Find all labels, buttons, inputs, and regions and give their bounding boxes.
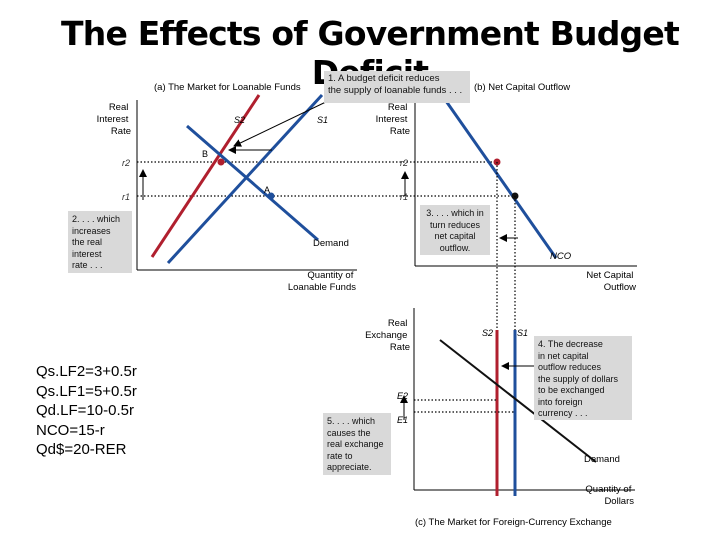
equilibrium-point-a	[267, 192, 275, 200]
panel-c-heading: (c) The Market for Foreign-Currency Exch…	[415, 517, 612, 528]
currency-demand-label: Demand	[584, 454, 620, 465]
currency-supply-label-s1: S1	[517, 328, 528, 338]
nco-curve	[444, 100, 558, 259]
equation-item: Qs.LF1=5+0.5r	[36, 382, 137, 400]
annotation-exchange-rate-appreciation: 5. . . . which causes the real exchange …	[323, 413, 391, 475]
annotation-budget-deficit: 1. A budget deficit reduces the supply o…	[324, 71, 470, 103]
supply-curve-s2	[150, 94, 261, 258]
nco-label: NCO	[550, 251, 572, 262]
tick-label-e1: E1	[397, 415, 408, 425]
annotation-dollar-supply-decrease: 4. The decrease in net capital outflow r…	[534, 336, 632, 420]
currency-demand-curve	[439, 339, 597, 463]
tick-label-r2-a: r2	[122, 158, 130, 168]
supply-label-s1: S1	[317, 115, 328, 125]
tick-label-r1-b: r1	[400, 192, 408, 202]
panel-c-x-label: Quantity of Dollars	[585, 484, 634, 507]
equilibrium-point-b	[217, 158, 225, 166]
arrow-supply-shift	[233, 99, 331, 147]
panel-a-x-label: Quantity of Loanable Funds	[288, 270, 356, 293]
point-label-a: A	[264, 185, 270, 195]
equations-list: Qs.LF2=3+0.5r Qs.LF1=5+0.5r Qd.LF=10-0.5…	[36, 362, 137, 460]
equation-item: Qd.LF=10-0.5r	[36, 402, 134, 419]
point-label-b: B	[202, 149, 208, 159]
panel-b-y-label: Real Interest Rate	[376, 102, 410, 137]
supply-curve-s1	[166, 93, 324, 265]
equation-item: Qd$=20-RER	[36, 441, 127, 458]
annotation-interest-rate-increase: 2. . . . which increases the real intere…	[68, 211, 132, 273]
panel-b-x-label: Net Capital Outflow	[586, 270, 636, 293]
demand-curve	[186, 124, 319, 242]
equation-item: Qs.LF2=3+0.5r	[36, 363, 137, 380]
equation-item: NCO=15-r	[36, 421, 105, 439]
demand-label: Demand	[313, 238, 349, 249]
tick-label-e2: E2	[397, 391, 408, 401]
currency-supply-label-s2: S2	[482, 328, 493, 338]
supply-label-s2: S2	[234, 115, 245, 125]
panel-a-y-label: Real Interest Rate	[97, 102, 131, 137]
panel-a-heading: (a) The Market for Loanable Funds	[154, 82, 301, 93]
tick-label-r1-a: r1	[122, 192, 130, 202]
tick-label-r2-b: r2	[400, 158, 408, 168]
panel-b-heading: (b) Net Capital Outflow	[474, 82, 570, 93]
panel-c-y-label: Real Exchange Rate	[365, 318, 410, 353]
annotation-nco-reduction: 3. . . . which in turn reduces net capit…	[420, 205, 490, 255]
